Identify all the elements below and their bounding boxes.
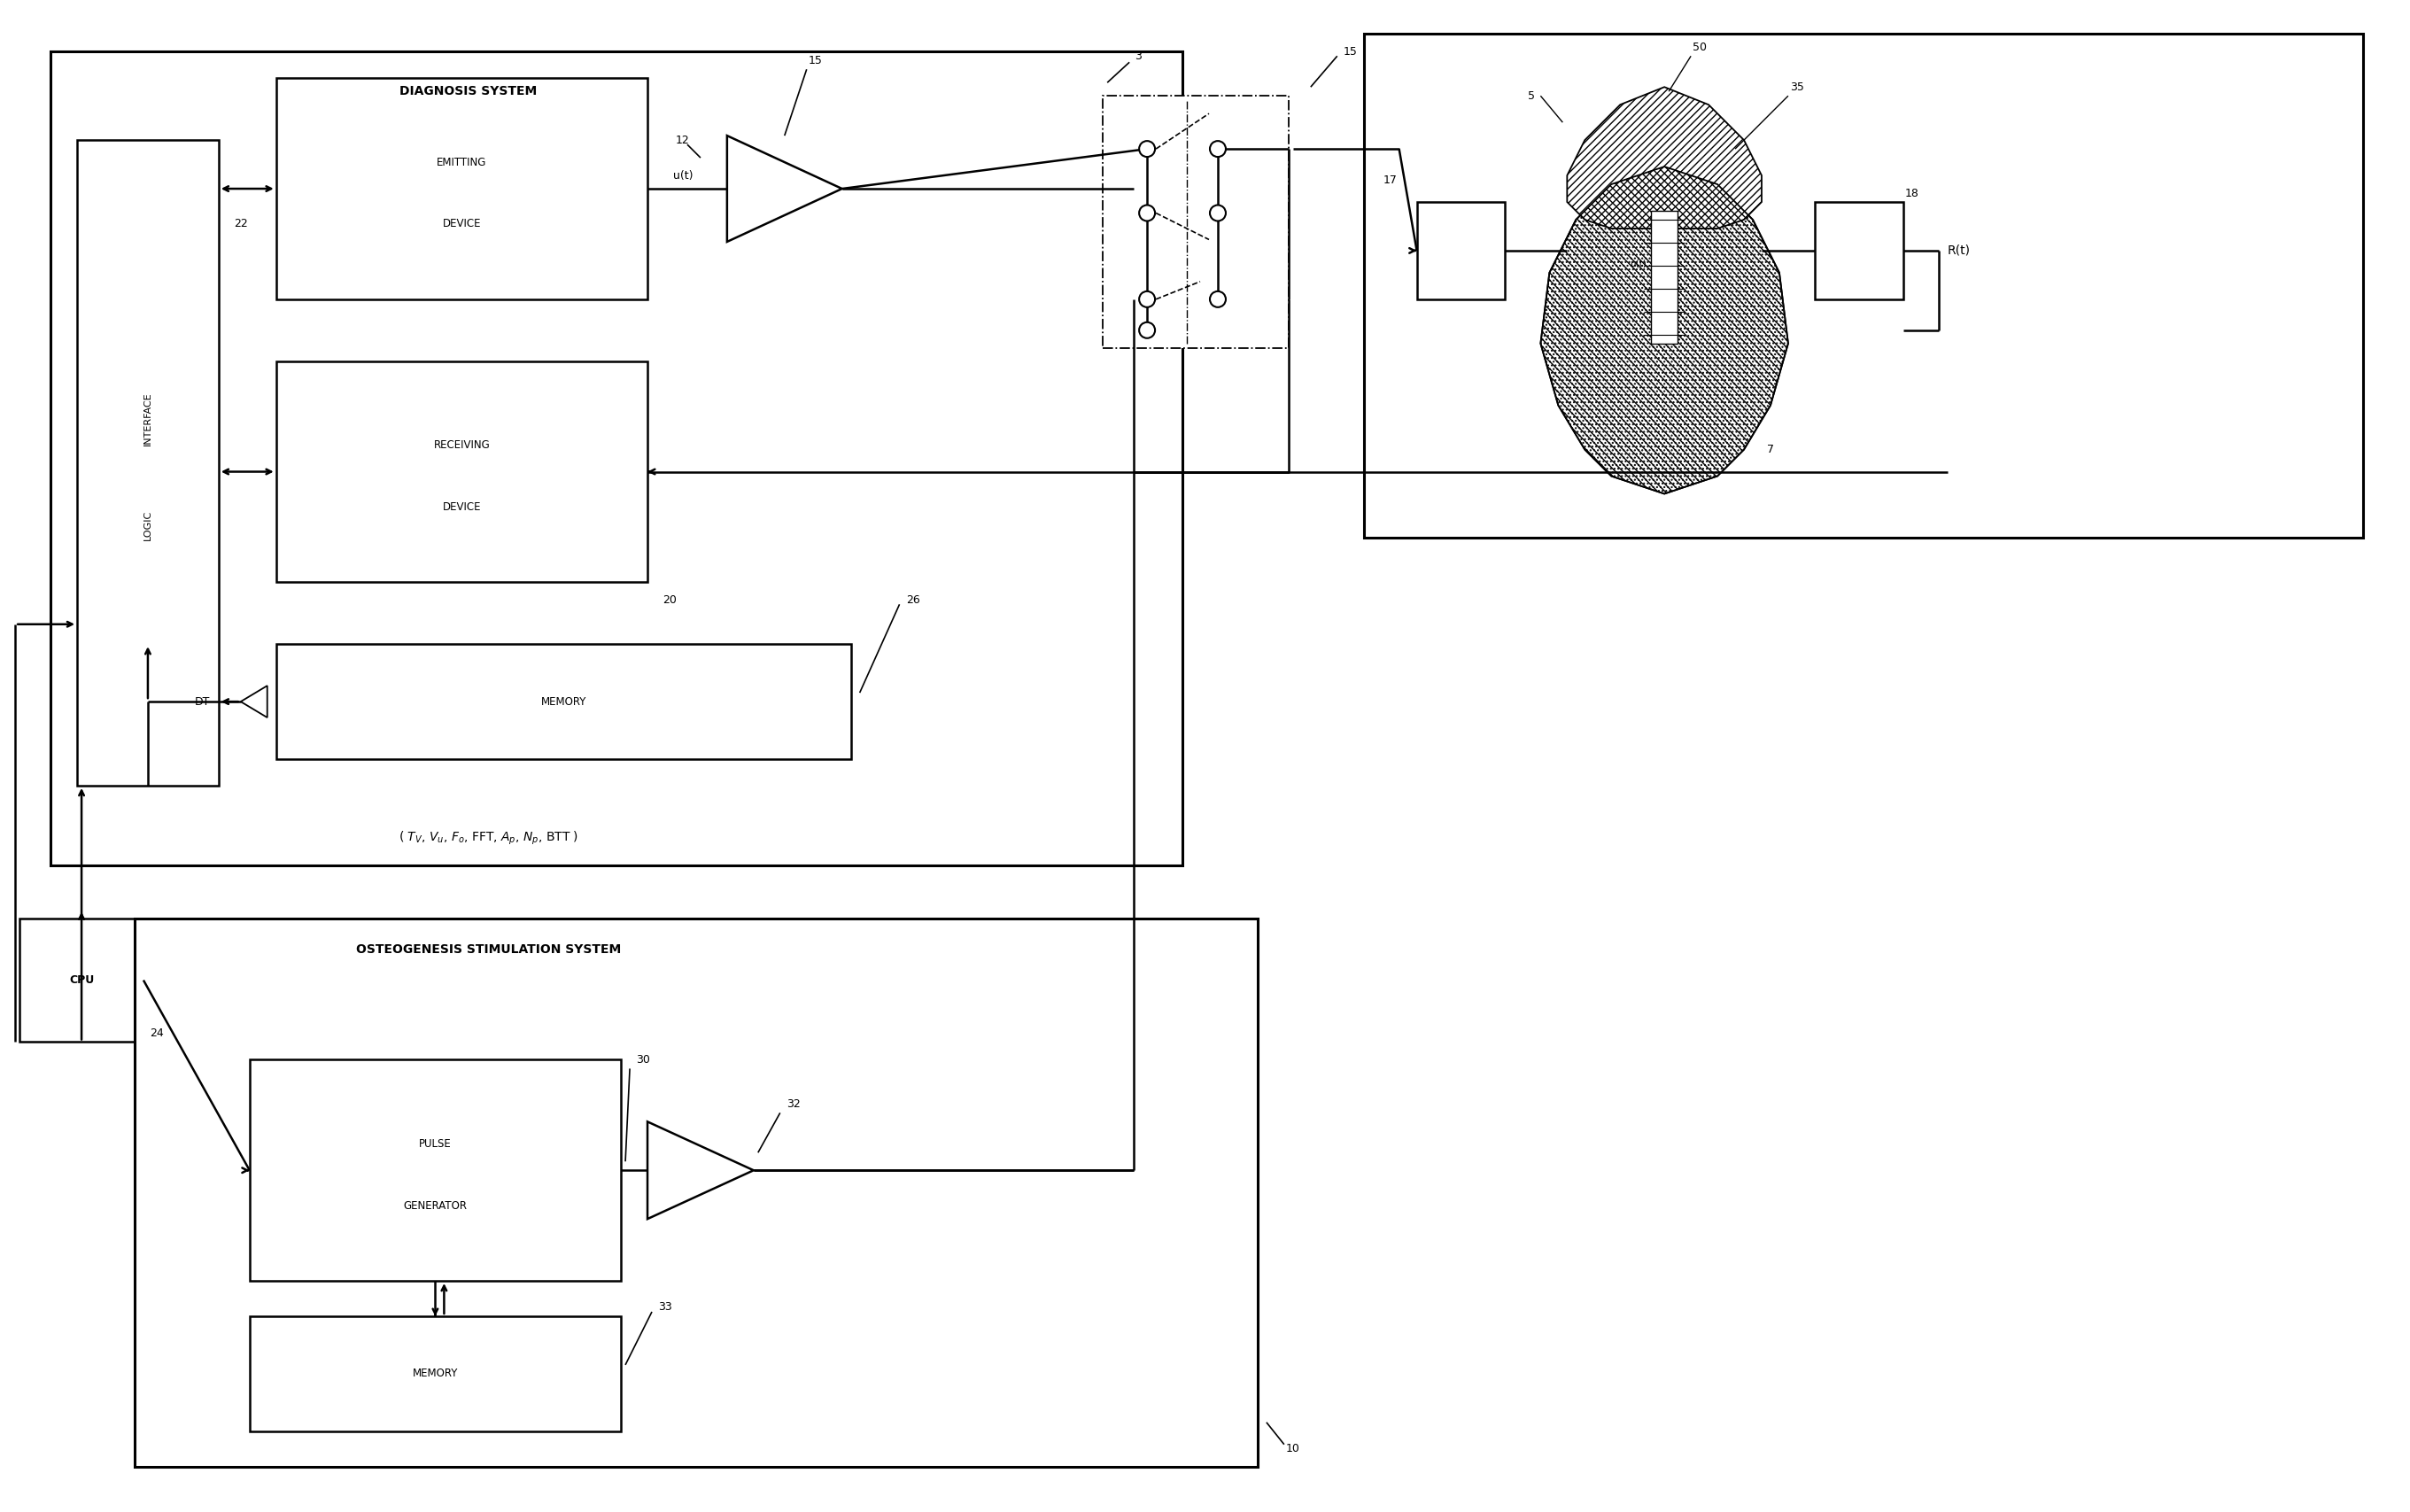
- Text: GENERATOR: GENERATOR: [402, 1201, 468, 1211]
- Bar: [251, 1060, 622, 1281]
- Text: DT: DT: [195, 696, 210, 708]
- Text: 5: 5: [1528, 91, 1535, 101]
- Text: 12: 12: [675, 135, 689, 145]
- Circle shape: [1210, 292, 1227, 307]
- Text: R(t): R(t): [1947, 245, 1971, 257]
- Text: 7: 7: [1767, 445, 1774, 455]
- Text: PULSE: PULSE: [419, 1139, 451, 1149]
- Text: 15: 15: [1342, 45, 1357, 57]
- Bar: [51, 51, 1183, 865]
- Text: 3: 3: [1135, 50, 1142, 62]
- Bar: [1104, 95, 1289, 348]
- Text: EMITTING: EMITTING: [436, 156, 487, 168]
- Bar: [277, 79, 648, 299]
- Bar: [1417, 203, 1506, 299]
- Polygon shape: [1540, 166, 1788, 494]
- Text: 20: 20: [663, 594, 677, 606]
- Text: ( $T_V$, $V_u$, $F_o$, FFT, $A_p$, $N_p$, BTT ): ( $T_V$, $V_u$, $F_o$, FFT, $A_p$, $N_p$…: [398, 830, 578, 847]
- Text: u(t): u(t): [672, 169, 692, 181]
- Bar: [277, 361, 648, 582]
- Text: 33: 33: [658, 1302, 672, 1312]
- Text: CPU: CPU: [70, 974, 94, 986]
- Bar: [251, 1317, 622, 1432]
- Circle shape: [1140, 141, 1154, 157]
- Text: MEMORY: MEMORY: [540, 696, 586, 708]
- Circle shape: [1210, 206, 1227, 221]
- Text: 18: 18: [1904, 187, 1918, 200]
- Text: MEMORY: MEMORY: [412, 1368, 458, 1379]
- Polygon shape: [1566, 88, 1762, 228]
- Bar: [1651, 210, 1677, 343]
- Bar: [19, 918, 145, 1042]
- Text: OSTEOGENESIS STIMULATION SYSTEM: OSTEOGENESIS STIMULATION SYSTEM: [357, 943, 622, 956]
- Circle shape: [1140, 322, 1154, 339]
- Text: LOGIC: LOGIC: [145, 510, 152, 540]
- Circle shape: [1140, 292, 1154, 307]
- Bar: [77, 141, 219, 786]
- Text: 50: 50: [1692, 41, 1706, 53]
- Polygon shape: [648, 1122, 754, 1219]
- Text: 30: 30: [636, 1054, 651, 1066]
- Text: 24: 24: [149, 1028, 164, 1039]
- Text: 22: 22: [234, 218, 248, 230]
- Polygon shape: [241, 686, 268, 718]
- Text: 26: 26: [906, 594, 921, 606]
- Bar: [277, 644, 851, 759]
- Text: 17: 17: [1383, 174, 1398, 186]
- Circle shape: [1140, 206, 1154, 221]
- Text: 10: 10: [1287, 1442, 1299, 1455]
- Text: DIAGNOSIS SYSTEM: DIAGNOSIS SYSTEM: [400, 85, 537, 98]
- Bar: [1364, 33, 2362, 538]
- Text: DEVICE: DEVICE: [443, 502, 482, 513]
- Text: u(t): u(t): [1629, 260, 1646, 268]
- Bar: [135, 918, 1258, 1467]
- Circle shape: [1210, 141, 1227, 157]
- Text: 35: 35: [1791, 82, 1805, 92]
- Text: 15: 15: [807, 54, 822, 67]
- Text: 32: 32: [786, 1098, 800, 1110]
- Polygon shape: [728, 136, 841, 242]
- Text: RECEIVING: RECEIVING: [434, 440, 489, 451]
- Text: DEVICE: DEVICE: [443, 218, 482, 230]
- Bar: [1815, 203, 1904, 299]
- Text: INTERFACE: INTERFACE: [145, 392, 152, 446]
